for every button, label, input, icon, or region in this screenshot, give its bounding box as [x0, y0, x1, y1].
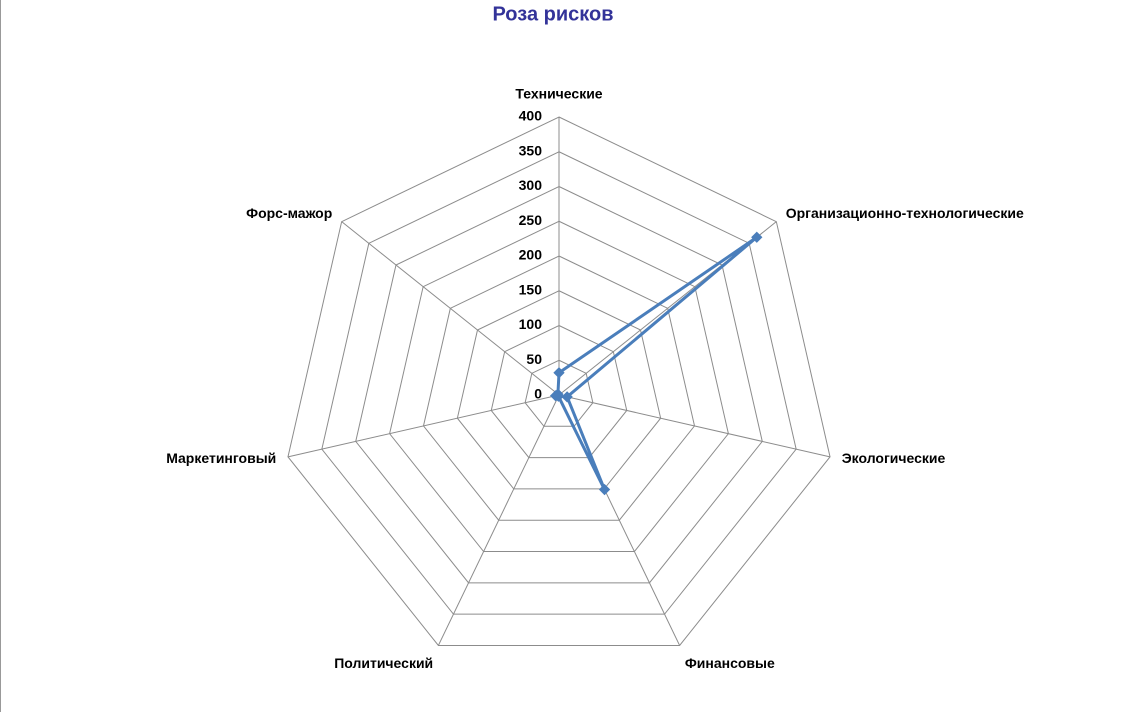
tick-label: 0 [534, 386, 542, 402]
category-label: Экологические [842, 450, 946, 466]
grid-ring [490, 324, 628, 459]
tick-label: 250 [519, 212, 543, 228]
grid-ring [355, 185, 763, 584]
series-line [551, 236, 758, 491]
axis-spoke [287, 394, 560, 458]
chart-title: Роза рисков [492, 3, 613, 25]
grid-ring [456, 290, 662, 490]
category-label: Технические [515, 86, 602, 102]
axis-spoke [341, 221, 560, 396]
grid-ring [321, 151, 797, 615]
grid-ring [389, 220, 729, 553]
axis-spoke [437, 394, 560, 646]
category-label: Маркетинговый [166, 450, 276, 466]
tick-label: 50 [526, 351, 542, 367]
category-label: Форс-мажор [246, 205, 332, 221]
axis-spoke [558, 394, 831, 458]
tick-label: 200 [519, 247, 543, 263]
grid-ring [422, 255, 696, 521]
category-label: Организационно-технологические [786, 205, 1024, 221]
grid-ring [287, 116, 831, 646]
data-point [598, 483, 611, 496]
data-point [561, 391, 573, 403]
tick-label: 300 [519, 177, 543, 193]
data-point [751, 231, 763, 243]
category-label: Финансовые [685, 655, 775, 671]
tick-label: 100 [519, 316, 543, 332]
tick-label: 150 [519, 281, 543, 297]
tick-label: 350 [519, 142, 543, 158]
data-point [552, 388, 564, 400]
category-label: Политический [334, 655, 433, 671]
tick-label: 400 [519, 108, 543, 124]
data-point [553, 367, 565, 379]
